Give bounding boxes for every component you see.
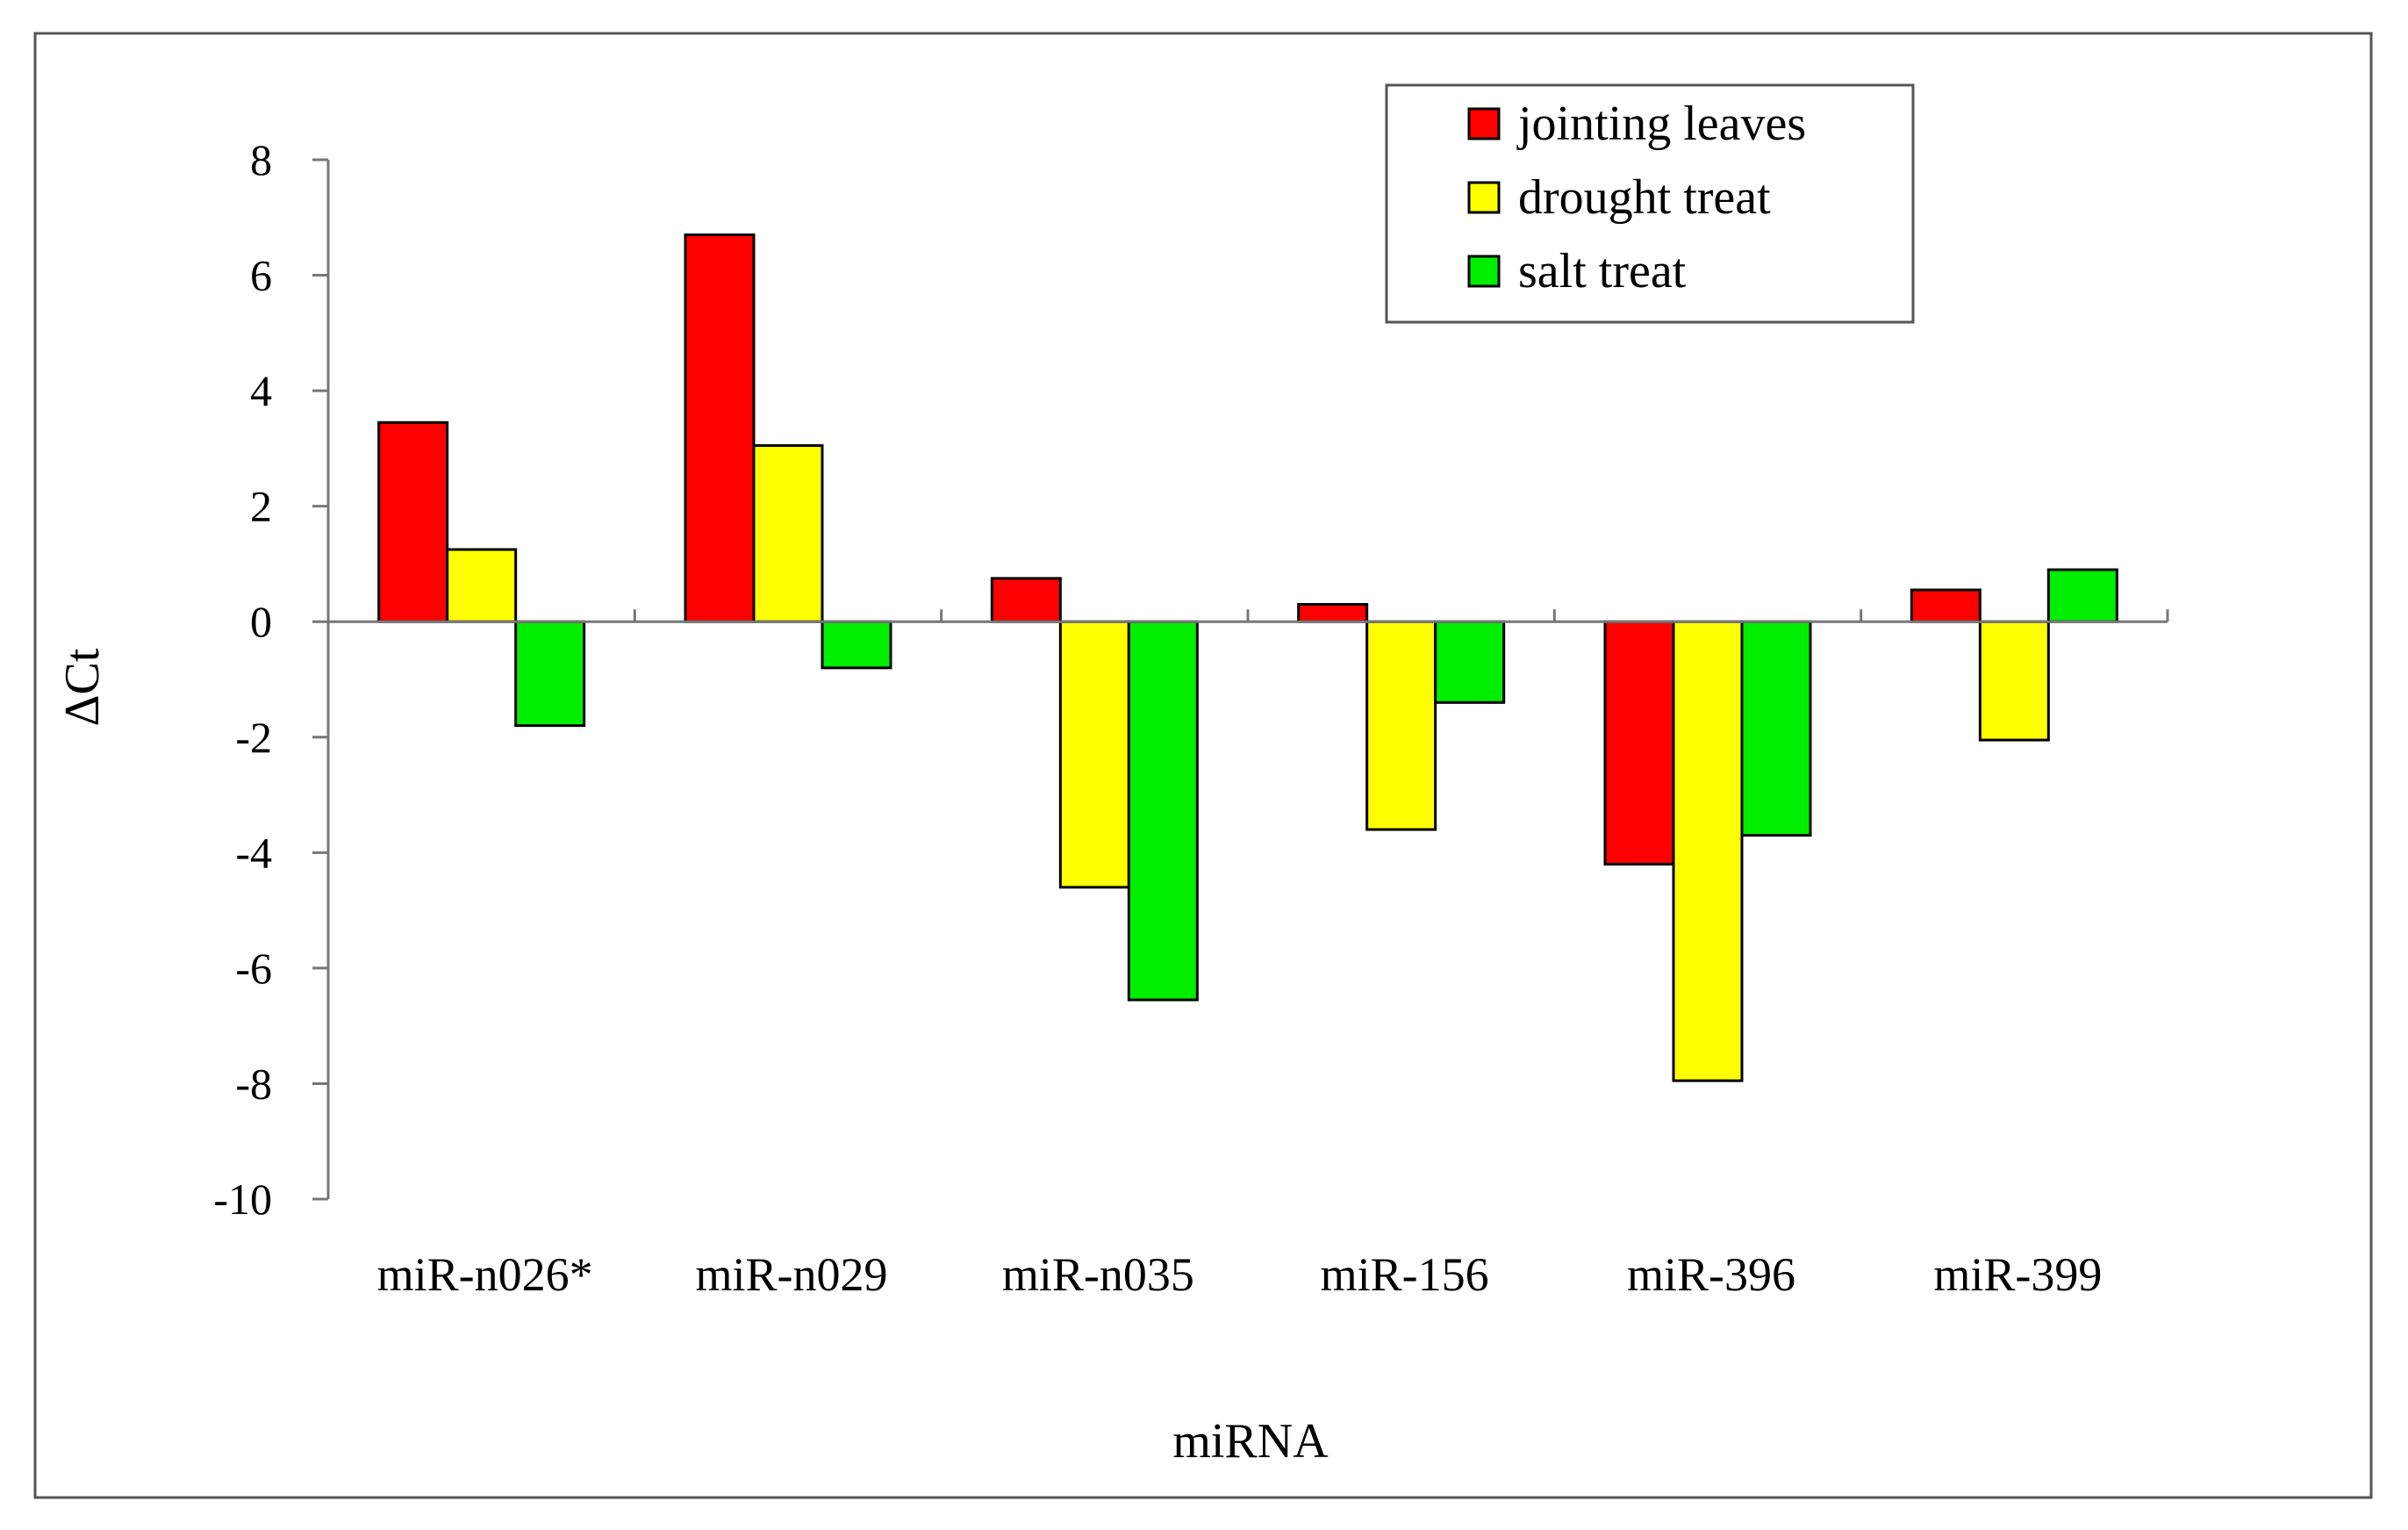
bar-jointing-leaves-2: [684, 233, 756, 623]
legend-label: drought treat: [1518, 170, 1771, 225]
category-label: miR-396: [1627, 1248, 1795, 1301]
y-tick-label: -6: [235, 944, 272, 993]
y-tick-label: -8: [235, 1059, 272, 1108]
legend-label: salt treat: [1518, 244, 1687, 298]
category-label: miR-156: [1321, 1248, 1489, 1301]
bars-group: [377, 233, 2118, 1082]
category-label: miR-n035: [1002, 1248, 1194, 1301]
legend-items: jointing leaves drought treat salt treat: [1467, 97, 1806, 298]
bar-jointing-leaves-1: [377, 420, 449, 623]
bar-salt-treat-5: [1740, 620, 1812, 837]
y-tick-label: 0: [250, 597, 272, 646]
legend-swatch: [1467, 255, 1501, 288]
legend-swatch: [1467, 181, 1501, 214]
category-labels: miR-n026* miR-n029 miR-n035 miR-156 miR-396 m…: [377, 1248, 2103, 1301]
x-axis-title: miRNA: [1172, 1414, 1329, 1469]
y-tick-label: 6: [250, 251, 272, 300]
bar-drought-treat-6: [1978, 620, 2050, 742]
bar-jointing-leaves-3: [990, 577, 1062, 623]
bar-drought-treat-1: [446, 548, 518, 623]
bar-salt-treat-1: [514, 620, 586, 728]
y-tick-label: 2: [250, 482, 272, 531]
bar-drought-treat-4: [1365, 620, 1437, 831]
bar-salt-treat-2: [821, 620, 892, 670]
bar-jointing-leaves-4: [1297, 602, 1369, 623]
y-axis-ticks: -10 -8 -6 -4 -2 0 2 4 6 8: [213, 135, 328, 1224]
bar-salt-treat-6: [2046, 568, 2118, 623]
legend-swatch: [1467, 107, 1501, 140]
bar-drought-treat-3: [1058, 620, 1130, 889]
category-label: miR-n026*: [377, 1248, 593, 1301]
bar-drought-treat-5: [1672, 620, 1744, 1082]
chart-frame: [33, 32, 2373, 1499]
bar-jointing-leaves-5: [1603, 620, 1675, 866]
category-label: miR-399: [1933, 1248, 2102, 1301]
legend-label: jointing leaves: [1516, 97, 1806, 151]
y-tick-label: -4: [235, 828, 272, 877]
y-tick-label: 4: [250, 366, 272, 415]
bar-drought-treat-2: [752, 444, 824, 623]
legend: jointing leaves drought treat salt treat: [1385, 83, 1915, 324]
y-axis-title: ΔCt: [55, 648, 110, 726]
bar-jointing-leaves-6: [1910, 588, 1982, 623]
x-axis-ticks: [633, 609, 2169, 622]
bar-salt-treat-4: [1434, 620, 1506, 704]
category-label: miR-n029: [695, 1248, 887, 1301]
bar-salt-treat-3: [1127, 620, 1199, 1002]
y-tick-label: -2: [235, 713, 272, 762]
y-tick-label: 8: [250, 135, 272, 184]
y-tick-label: -10: [213, 1174, 272, 1224]
